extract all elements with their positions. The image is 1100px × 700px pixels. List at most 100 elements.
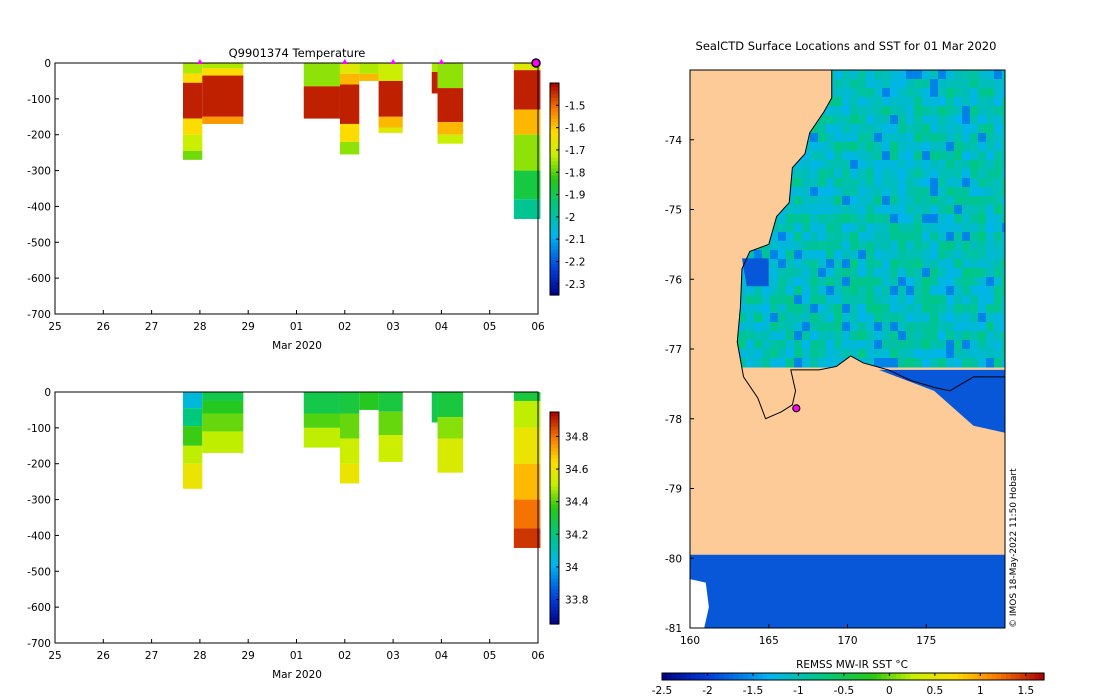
salinity-colorbar-cell [550,542,559,547]
sst-cell [898,133,907,143]
sst-cell [866,313,875,323]
temperature-profile-6-segment-1 [431,71,438,94]
sst-cell [826,97,835,107]
sst-cell [946,358,955,368]
sst-cell [890,340,899,350]
sst-cell [890,268,899,278]
temperature-profile-marker [341,59,348,64]
sst-cell [890,304,899,314]
sst-cell [746,286,755,296]
sst-cell [826,277,835,287]
sst-cell [986,313,995,323]
sst-cell [986,286,995,296]
sst-colorbar-cell [986,673,993,680]
temperature-colorbar-cell [550,146,559,151]
sst-cell [842,151,851,161]
salinity-colorbar-cell [550,433,559,438]
sst-cell [994,349,1003,359]
sst-cell [962,304,971,314]
sst-cell [778,331,787,341]
sst-colorbar-cell [953,673,959,680]
temperature-x-tick-label: 03 [386,321,399,333]
sst-cell [746,349,755,359]
salinity-profile-0-segment-2 [182,426,203,446]
sst-cell [970,97,979,107]
salinity-x-tick-label: 26 [97,650,111,662]
sst-cell [858,304,867,314]
temperature-colorbar-cell [550,245,559,250]
sst-cell [842,304,851,314]
sst-cell [874,133,883,143]
sst-cell [954,115,963,125]
sst-cell [946,232,955,242]
sst-cell [754,313,763,323]
sst-cell [922,295,931,305]
temperature-colorbar-cell [550,270,559,275]
sst-cell [874,250,883,260]
sst-cell [738,331,747,341]
sst-cell [746,304,755,314]
ice-shelf [690,258,1005,628]
sst-cell [914,250,923,260]
temperature-colorbar-cell [550,234,559,240]
sst-colorbar-cell [824,673,830,680]
sst-cell [858,124,867,134]
sst-cell [842,313,851,323]
salinity-y-tick-label: -300 [27,495,51,507]
sst-cell [890,358,899,368]
sst-colorbar-cell [996,673,1002,680]
temperature-colorbar-label: -1.6 [565,123,586,135]
sst-cell [914,286,923,296]
temperature-colorbar-cell [550,100,559,105]
sst-cell [890,196,899,206]
sst-cell [866,124,875,134]
sst-colorbar-cell [728,673,735,680]
sst-cell [986,259,995,269]
sst-cell [834,124,843,134]
salinity-colorbar-cell [550,415,559,420]
seal-location-marker [792,404,801,413]
temperature-axes: 25 26 27 28 29 01 02 03 04 05 06 0 -100 -200 -300 -400 -… [27,58,545,333]
temperature-x-tick-label: 02 [338,321,351,333]
sst-cell [802,187,811,197]
sst-cell [970,115,979,125]
sst-cell [994,259,1003,269]
map-x-tick-label: 165 [759,635,779,647]
temperature-colorbar-cell [550,203,559,208]
sst-colorbar-cell [1034,673,1040,680]
sst-cell [834,70,843,80]
sst-cell [834,88,843,98]
sst-cell [818,205,827,215]
sst-cell [914,259,923,269]
sst-cell [794,160,803,170]
sst-cell [930,133,939,143]
sst-colorbar-cell [872,673,878,680]
sst-cell [994,160,1003,170]
sst-cell [834,151,843,161]
sst-cell [834,223,843,233]
sst-cell [842,232,851,242]
sst-cell [834,178,843,188]
sst-cell [794,232,803,242]
sst-cell [850,178,859,188]
sst-cell [954,142,963,152]
temperature-profile-7-segment-3 [437,134,464,144]
sst-cell [922,196,931,206]
sst-colorbar-cell [948,673,954,680]
sst-cell [994,223,1003,233]
sst-cell [850,70,859,80]
sst-cell [1002,142,1005,152]
sst-cell [770,349,779,359]
sst-cell [914,169,923,179]
sst-cell [890,223,899,233]
sst-cell [1002,295,1005,305]
salinity-colorbar-cell [550,567,559,572]
temperature-colorbar-cell [550,199,559,204]
sst-cell [786,268,795,278]
sst-cell [890,70,899,80]
sst-colorbar-cell [1015,673,1021,680]
sst-cell [802,205,811,215]
sst-cell [882,133,891,143]
sst-cell [874,313,883,323]
temperature-colorbar-cell [550,189,559,194]
